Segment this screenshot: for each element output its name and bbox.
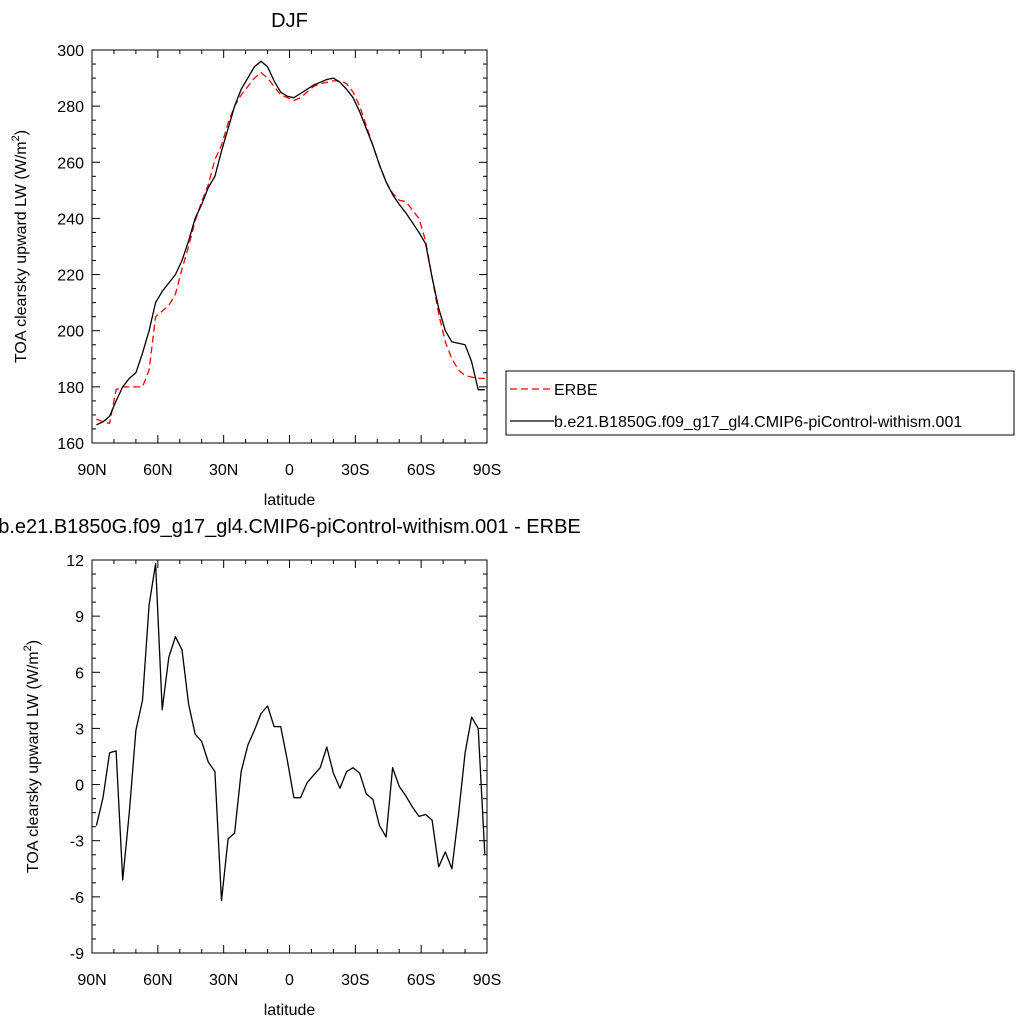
y-tick-label: 220	[57, 268, 84, 285]
legend-label: ERBE	[554, 382, 598, 399]
series-line-model	[96, 60, 485, 426]
chart-title: b.e21.B1850G.f09_g17_gl4.CMIP6-piControl…	[0, 516, 581, 538]
series-line-model	[95, 563, 486, 902]
y-axis-label-superscript: 2	[22, 645, 34, 651]
x-tick-label: 90N	[77, 972, 106, 989]
x-tick-label: 60N	[143, 462, 172, 479]
y-tick-label: -9	[70, 946, 84, 963]
x-tick-label: 60S	[407, 972, 435, 989]
x-tick-label: 60N	[143, 972, 172, 989]
x-axis-label: latitude	[264, 1002, 316, 1019]
x-tick-label: 90N	[77, 462, 106, 479]
series-line-erbe	[96, 71, 485, 425]
top-panel-djf: DJF 160 180 200 220 240 260 280 300 90N 60N 30N 0 30S…	[10, 10, 1015, 509]
y-axis-label-main: TOA clearsky upward LW (W/m	[25, 651, 42, 873]
y-axis-label-close: )	[13, 130, 30, 135]
x-tick-label: 30N	[209, 462, 238, 479]
y-tick-label: 3	[75, 721, 84, 738]
legend-box	[505, 370, 1015, 436]
y-tick-label: -6	[70, 890, 84, 907]
x-tick-label: 90S	[473, 462, 501, 479]
y-axis-label: TOA clearsky upward LW (W/m2)	[22, 640, 42, 873]
y-tick-label: 0	[75, 778, 84, 795]
y-tick-label: 6	[75, 665, 84, 682]
x-tick-label: 0	[285, 462, 294, 479]
y-tick-label: 160	[57, 436, 84, 453]
plot-frame	[91, 559, 488, 954]
legend-label: b.e21.B1850G.f09_g17_gl4.CMIP6-piControl…	[554, 414, 962, 431]
x-tick-label: 90S	[473, 972, 501, 989]
x-tick-label: 30S	[341, 462, 369, 479]
x-axis-label: latitude	[264, 492, 316, 509]
x-tick-label: 0	[285, 972, 294, 989]
y-tick-label: 300	[57, 43, 84, 60]
y-tick-label: 9	[75, 609, 84, 626]
y-tick-label: 12	[66, 553, 84, 570]
x-tick-label: 60S	[407, 462, 435, 479]
y-tick-label: 200	[57, 324, 84, 341]
x-tick-label: 30S	[341, 972, 369, 989]
y-tick-label: 260	[57, 155, 84, 172]
legend: ERBE b.e21.B1850G.f09_g17_gl4.CMIP6-piCon…	[505, 370, 1015, 436]
y-axis-label-main: TOA clearsky upward LW (W/m	[13, 141, 30, 363]
y-tick-label: -3	[70, 834, 84, 851]
bottom-panel-difference: b.e21.B1850G.f09_g17_gl4.CMIP6-piControl…	[0, 516, 581, 1019]
y-axis-label-superscript: 2	[10, 135, 22, 141]
x-tick-label: 30N	[209, 972, 238, 989]
plot-frame	[91, 49, 488, 444]
y-tick-label: 180	[57, 380, 84, 397]
y-axis-label-close: )	[25, 640, 42, 645]
y-tick-label: 280	[57, 99, 84, 116]
y-axis-label: TOA clearsky upward LW (W/m2)	[10, 130, 30, 363]
chart-title: DJF	[271, 10, 308, 32]
y-tick-label: 240	[57, 211, 84, 228]
